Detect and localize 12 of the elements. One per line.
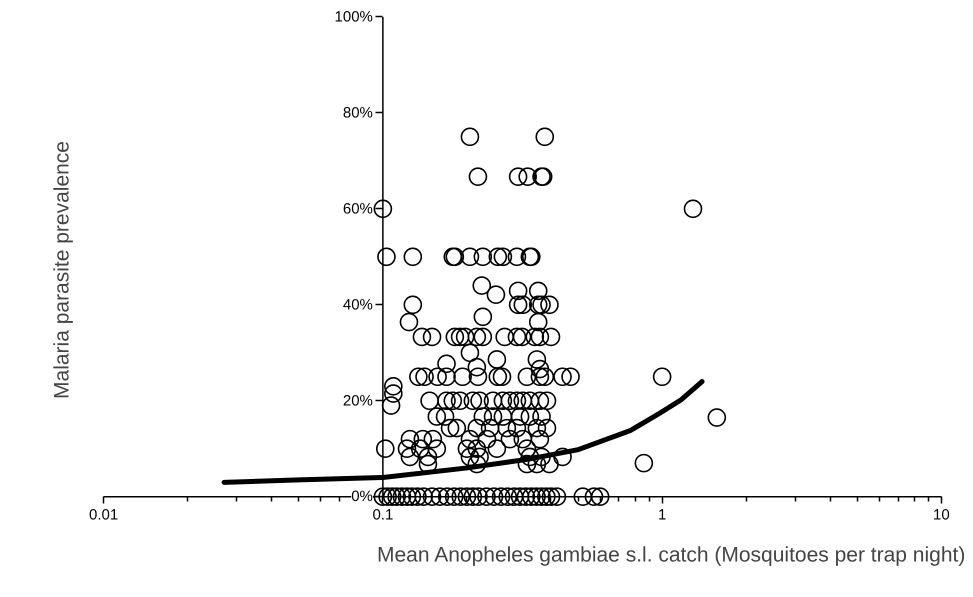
y-tick-label: 80%	[342, 104, 373, 122]
y-tick-label: 40%	[342, 296, 373, 314]
x-tick-label: 10	[933, 506, 950, 524]
x-tick-label: 0.1	[372, 506, 394, 524]
x-tick-label: 0.01	[89, 506, 118, 524]
y-tick-label: 60%	[342, 200, 373, 218]
y-tick-label: 20%	[342, 392, 373, 410]
y-tick-label: 0%	[351, 488, 373, 506]
x-axis-title: Mean Anopheles gambiae s.l. catch (Mosquitoes per trap night)	[377, 544, 966, 566]
x-tick-label: 1	[658, 506, 666, 524]
y-axis-title: Malaria parasite prevalence	[50, 141, 74, 399]
y-tick-label: 100%	[334, 8, 373, 26]
